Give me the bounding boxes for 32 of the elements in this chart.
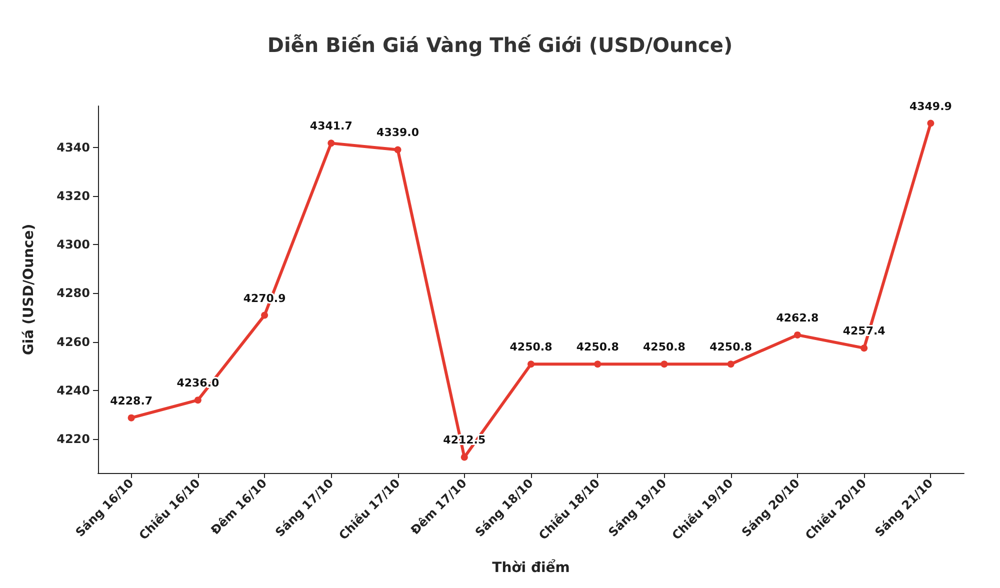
y-axis-title: Giá (USD/Ounce) bbox=[21, 224, 37, 356]
point bbox=[660, 360, 668, 368]
y-tick-label: 4340 bbox=[56, 140, 90, 154]
y-tick-label: 4260 bbox=[56, 334, 90, 349]
data-label: 4262.8 bbox=[776, 311, 819, 324]
y-tick-label: 4280 bbox=[56, 286, 90, 300]
point bbox=[128, 414, 135, 422]
y-tick-label: 4300 bbox=[56, 238, 90, 252]
point bbox=[460, 454, 468, 461]
point bbox=[394, 146, 402, 154]
point bbox=[927, 120, 934, 127]
data-label: 4250.8 bbox=[510, 340, 552, 354]
x-axis-title: Thời điểm bbox=[492, 559, 570, 576]
data-label: 4339.0 bbox=[376, 126, 420, 140]
point bbox=[528, 360, 534, 368]
point bbox=[860, 344, 868, 352]
y-tick-label: 4320 bbox=[56, 188, 90, 203]
data-label: 4250.8 bbox=[576, 340, 619, 354]
point bbox=[328, 140, 335, 147]
data-label: 4341.7 bbox=[310, 120, 352, 133]
chart-title: Diễn Biến Giá Vàng Thế Giới (USD/Ounce) bbox=[267, 33, 733, 57]
y-tick-label: 4220 bbox=[56, 432, 90, 446]
point bbox=[794, 331, 801, 338]
data-label: 4228.7 bbox=[110, 394, 153, 408]
y-tick-label: 4240 bbox=[56, 383, 90, 398]
data-label: 4250.8 bbox=[643, 340, 686, 354]
point bbox=[261, 312, 268, 319]
point bbox=[727, 360, 734, 368]
data-label: 4250.8 bbox=[710, 340, 752, 354]
point bbox=[594, 360, 602, 368]
point bbox=[194, 396, 202, 404]
data-label: 4349.9 bbox=[909, 100, 952, 113]
